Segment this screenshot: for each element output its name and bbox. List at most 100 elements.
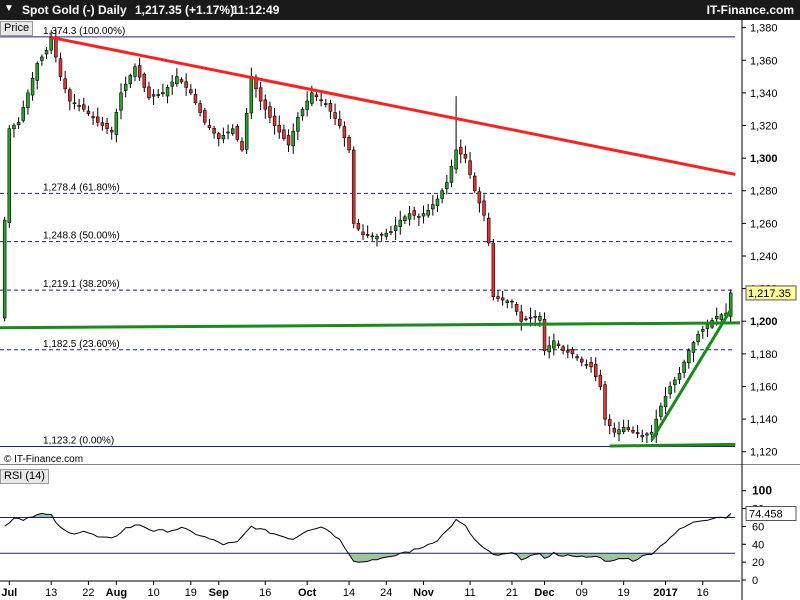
- candle-body: [659, 405, 663, 417]
- candle-body: [128, 75, 133, 85]
- candle-body: [421, 213, 426, 217]
- candle-body: [49, 37, 53, 51]
- candle-body: [165, 87, 170, 97]
- x-tick-label: 11: [464, 587, 475, 599]
- price-y-tick-label: 1,140: [750, 414, 778, 426]
- fib-level-label: 1,219.1 (38.20%): [43, 279, 120, 290]
- candle-body: [379, 233, 384, 236]
- candle-body: [286, 135, 291, 146]
- candle-body: [728, 292, 733, 317]
- candle-body: [389, 231, 393, 233]
- candle-body: [612, 427, 617, 433]
- candle-body: [580, 358, 584, 363]
- candle-body: [263, 99, 268, 110]
- price-change: 1,217.35 (+1.17%): [135, 3, 235, 17]
- rsi-y-tick-label: 0: [752, 575, 758, 587]
- candle-body: [626, 427, 631, 431]
- candle-body: [691, 342, 696, 353]
- fib-level-label: 1,182.5 (23.60%): [43, 339, 120, 350]
- candle-body: [184, 81, 188, 88]
- candle-body: [370, 235, 375, 238]
- candle-body: [40, 56, 44, 61]
- x-tick-label: Aug: [106, 587, 127, 599]
- candle-body: [510, 300, 514, 303]
- trendline-bottom-support: [609, 442, 736, 448]
- candle-body: [631, 430, 635, 433]
- candle-body: [445, 182, 449, 189]
- rsi-background: [0, 465, 800, 600]
- price-background: [0, 20, 800, 465]
- candle-body: [677, 373, 682, 380]
- x-tick-label: Dec: [534, 587, 554, 599]
- candle-body: [44, 50, 49, 55]
- candle-body: [538, 316, 542, 321]
- candle-body: [137, 65, 142, 78]
- candle-body: [500, 297, 505, 301]
- price-y-tick-label: 1,180: [750, 349, 778, 361]
- candle-body: [486, 217, 491, 244]
- candle-body: [175, 76, 179, 85]
- candle-body: [68, 89, 72, 102]
- candle-body: [333, 112, 337, 119]
- x-tick-label: Nov: [413, 587, 435, 599]
- candle-body: [72, 102, 77, 105]
- candle-body: [589, 362, 593, 368]
- candle-body: [198, 103, 202, 113]
- brand-label: IT-Finance.com: [706, 3, 794, 17]
- candle-body: [440, 190, 444, 199]
- candle-body: [282, 129, 286, 139]
- candle-body: [151, 94, 156, 97]
- price-panel-label: Price: [0, 21, 34, 36]
- candle-body: [384, 232, 389, 237]
- candle-body: [519, 311, 524, 322]
- candle-body: [114, 112, 119, 135]
- candle-body: [179, 79, 184, 83]
- x-tick-label: 22: [82, 587, 94, 599]
- candle-body: [86, 110, 91, 114]
- candle-body: [426, 210, 430, 216]
- candle-body: [561, 346, 565, 351]
- candle-body: [342, 126, 347, 139]
- candle-body: [226, 131, 230, 134]
- x-tick-label: 19: [618, 587, 630, 599]
- x-tick-label: 10: [147, 587, 159, 599]
- candle-body: [314, 94, 319, 97]
- candle-body: [212, 128, 216, 134]
- candle-body: [547, 345, 551, 353]
- candle-body: [482, 200, 486, 216]
- candle-body: [203, 110, 207, 123]
- price-y-tick-label: 1,300: [750, 153, 778, 165]
- candle-body: [528, 317, 533, 319]
- candle-body: [221, 134, 226, 140]
- candle-body: [193, 94, 198, 103]
- candle-body: [621, 426, 626, 432]
- candle-body: [54, 39, 58, 58]
- candle-body: [673, 379, 677, 385]
- candle-body: [277, 124, 281, 133]
- candle-body: [21, 107, 26, 121]
- price-y-tick-label: 1,280: [750, 186, 778, 198]
- price-chart[interactable]: 1,380 1,360 1,340 1,320 1,300 1,280 1,260 1,240…: [0, 20, 800, 465]
- rsi-y-tick-label: 40: [752, 539, 764, 551]
- candle-body: [347, 136, 351, 151]
- candle-body: [2, 219, 7, 319]
- candle-body: [156, 94, 160, 96]
- rsi-y-tick-label: 60: [752, 521, 764, 533]
- candle-body: [119, 92, 123, 111]
- rsi-chart[interactable]: 10080604020074.458Jul1322Aug1019Sep16Oct…: [0, 465, 800, 600]
- candle-body: [454, 149, 458, 170]
- rsi-y-tick-label: 100: [752, 484, 772, 498]
- candle-body: [593, 364, 598, 378]
- candle-body: [338, 118, 342, 126]
- candle-body: [491, 242, 496, 298]
- candle-body: [449, 165, 454, 183]
- candle-body: [291, 130, 295, 147]
- candle-body: [398, 219, 402, 227]
- candle-body: [431, 204, 435, 210]
- x-tick-label: 16: [697, 587, 709, 599]
- trendline-resistance: [50, 35, 736, 176]
- arrow-down-icon[interactable]: ▼: [4, 3, 14, 14]
- price-y-tick-label: 1,160: [750, 381, 778, 393]
- price-y-tick-label: 1,340: [750, 88, 778, 100]
- time-label: 11:12:49: [232, 3, 280, 17]
